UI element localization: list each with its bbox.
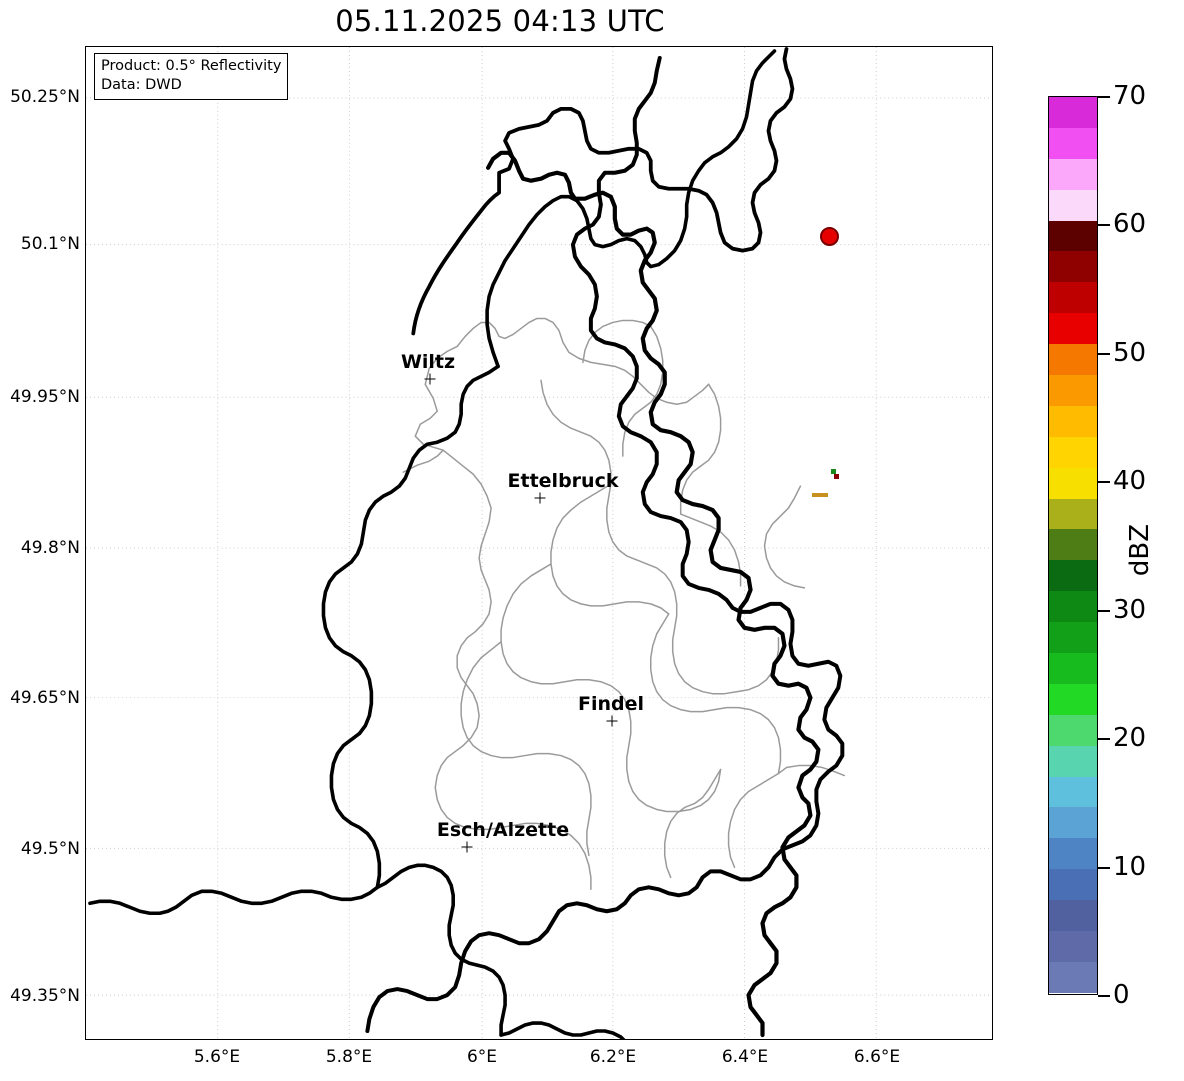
colorbar-band xyxy=(1049,344,1097,375)
colorbar-band xyxy=(1049,591,1097,622)
map-vector-layer xyxy=(86,47,992,1039)
colorbar-band xyxy=(1049,128,1097,159)
city-label-esch-alzette: Esch/Alzette xyxy=(437,819,569,841)
info-product-line: Product: 0.5° Reflectivity xyxy=(101,57,281,76)
x-axis-tick-label: 6°E xyxy=(467,1047,497,1067)
colorbar-band xyxy=(1049,437,1097,468)
grid-lines xyxy=(86,47,992,1039)
colorbar-tick-mark xyxy=(1098,353,1110,355)
colorbar-band xyxy=(1049,97,1097,128)
city-marker-icon xyxy=(535,493,546,504)
colorbar-tick-label: 0 xyxy=(1113,980,1130,1010)
colorbar-tick-mark xyxy=(1098,867,1110,869)
city-label-ettelbruck: Ettelbruck xyxy=(508,470,619,492)
colorbar-tick-label: 20 xyxy=(1113,723,1146,753)
info-box: Product: 0.5° Reflectivity Data: DWD xyxy=(94,53,288,100)
colorbar-tick-label: 30 xyxy=(1113,595,1146,625)
radar-map-figure: 05.11.2025 04:13 UTC xyxy=(0,0,1184,1081)
colorbar-band xyxy=(1049,931,1097,962)
x-axis-tick-label: 6.2°E xyxy=(590,1047,636,1067)
colorbar-band xyxy=(1049,190,1097,221)
colorbar-tick-label: 70 xyxy=(1113,81,1146,111)
colorbar-tick-label: 50 xyxy=(1113,338,1146,368)
x-axis-tick-label: 6.4°E xyxy=(722,1047,768,1067)
city-label-findel: Findel xyxy=(578,693,644,715)
luxembourg-silhouette xyxy=(488,153,818,1035)
colorbar-tick-mark xyxy=(1098,995,1110,997)
colorbar-band xyxy=(1049,529,1097,560)
colorbar-tick-mark xyxy=(1098,96,1110,98)
colorbar-band xyxy=(1049,406,1097,437)
y-axis-tick-label: 49.8°N xyxy=(21,538,80,558)
colorbar-band xyxy=(1049,468,1097,499)
y-axis-tick-label: 49.95°N xyxy=(10,387,80,407)
colorbar-band xyxy=(1049,159,1097,190)
echo-dash-orange xyxy=(812,493,828,497)
colorbar xyxy=(1048,96,1098,995)
colorbar-tick-mark xyxy=(1098,738,1110,740)
y-axis-tick-label: 49.35°N xyxy=(10,986,80,1006)
echo-large-red xyxy=(820,227,839,246)
y-axis-tick-label: 49.65°N xyxy=(10,688,80,708)
colorbar-band xyxy=(1049,282,1097,313)
luxembourg-national-boundary xyxy=(367,58,842,1031)
y-axis-tick-label: 49.5°N xyxy=(21,839,80,859)
colorbar-band xyxy=(1049,962,1097,993)
map-plot-area[interactable]: Product: 0.5° Reflectivity Data: DWD xyxy=(85,46,993,1040)
colorbar-band xyxy=(1049,746,1097,777)
colorbar-tick-label: 10 xyxy=(1113,852,1146,882)
echo-small-darkred xyxy=(834,474,839,479)
city-marker-icon xyxy=(425,374,436,385)
colorbar-band xyxy=(1049,684,1097,715)
colorbar-tick-label: 60 xyxy=(1113,209,1146,239)
colorbar-band xyxy=(1049,838,1097,869)
figure-title: 05.11.2025 04:13 UTC xyxy=(0,4,1000,38)
colorbar-band xyxy=(1049,653,1097,684)
y-axis-tick-label: 50.25°N xyxy=(10,87,80,107)
colorbar-band xyxy=(1049,807,1097,838)
x-axis-tick-label: 5.6°E xyxy=(194,1047,240,1067)
x-axis-tick-label: 6.6°E xyxy=(854,1047,900,1067)
city-marker-icon xyxy=(607,716,618,727)
colorbar-band xyxy=(1049,900,1097,931)
colorbar-band xyxy=(1049,313,1097,344)
x-axis-tick-label: 5.8°E xyxy=(326,1047,372,1067)
colorbar-band xyxy=(1049,869,1097,900)
y-axis-tick-label: 50.1°N xyxy=(21,234,80,254)
colorbar-unit-label: dBZ xyxy=(1125,524,1155,576)
colorbar-tick-label: 40 xyxy=(1113,466,1146,496)
city-marker-icon xyxy=(462,842,473,853)
colorbar-tick-mark xyxy=(1098,481,1110,483)
colorbar-band xyxy=(1049,560,1097,591)
colorbar-band xyxy=(1049,622,1097,653)
colorbar-band xyxy=(1049,715,1097,746)
colorbar-band xyxy=(1049,777,1097,808)
national-border xyxy=(90,51,774,1039)
colorbar-band xyxy=(1049,499,1097,530)
colorbar-band xyxy=(1049,375,1097,406)
colorbar-tick-mark xyxy=(1098,610,1110,612)
colorbar-band xyxy=(1049,221,1097,252)
colorbar-band xyxy=(1049,251,1097,282)
city-label-wiltz: Wiltz xyxy=(401,351,455,373)
info-data-line: Data: DWD xyxy=(101,76,281,95)
colorbar-tick-mark xyxy=(1098,224,1110,226)
